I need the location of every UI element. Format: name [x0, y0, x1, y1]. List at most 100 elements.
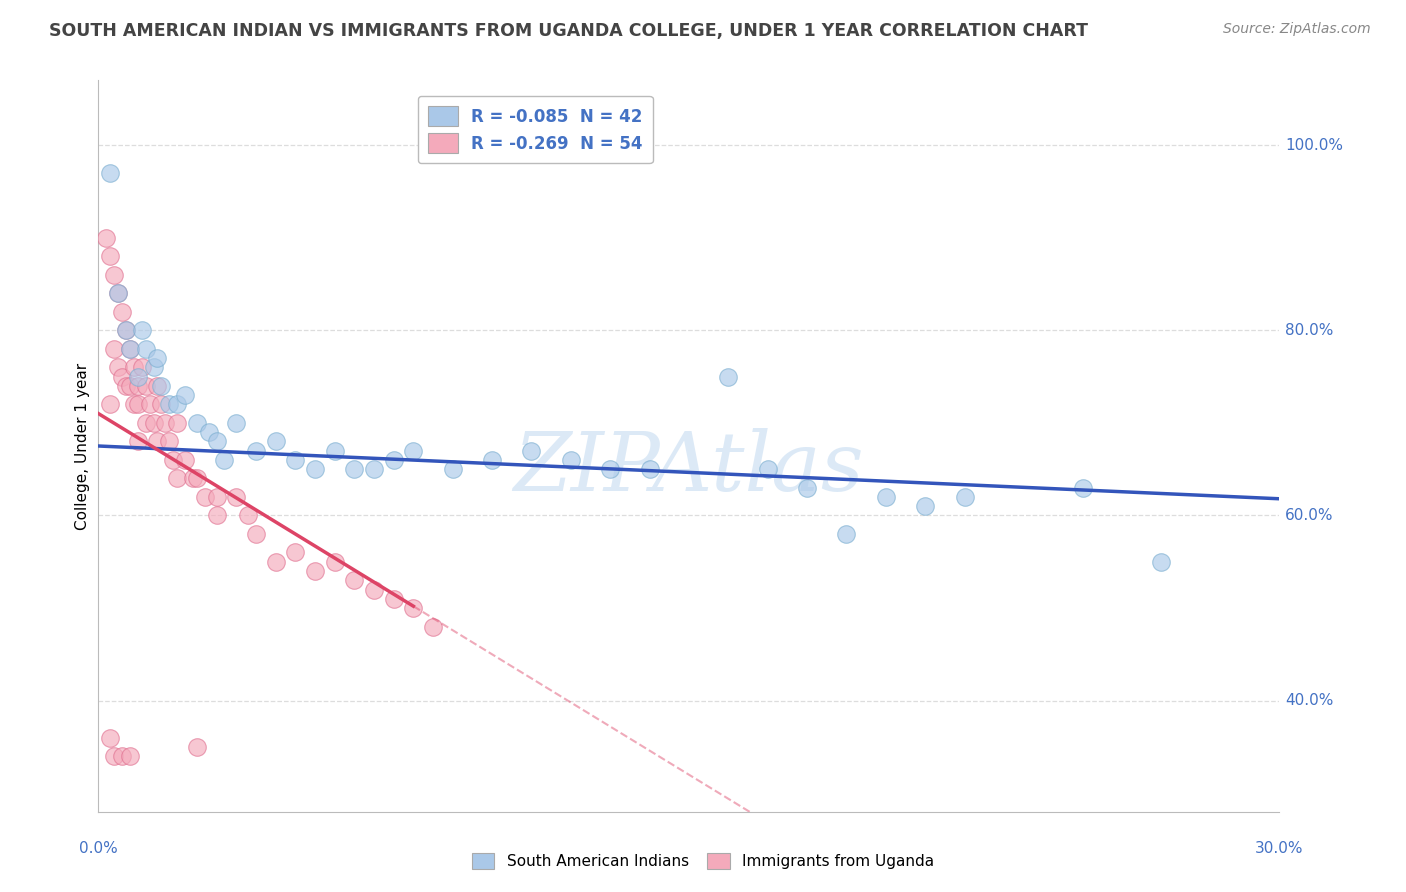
- Point: [122, 397, 145, 411]
- Point: [186, 739, 208, 754]
- Text: 0.0%: 0.0%: [79, 841, 118, 856]
- Point: [186, 471, 208, 485]
- Point: [150, 397, 173, 411]
- Point: [304, 564, 326, 578]
- Point: [157, 397, 180, 411]
- Text: 30.0%: 30.0%: [1256, 841, 1303, 856]
- Point: [284, 545, 307, 559]
- Point: [481, 453, 503, 467]
- Point: [107, 360, 129, 375]
- Point: [174, 453, 197, 467]
- Point: [146, 379, 169, 393]
- Point: [717, 369, 740, 384]
- Point: [225, 416, 247, 430]
- Point: [146, 434, 169, 449]
- Point: [441, 462, 464, 476]
- Point: [225, 490, 247, 504]
- Point: [107, 286, 129, 301]
- Point: [402, 601, 425, 615]
- Point: [197, 425, 219, 439]
- Point: [875, 490, 897, 504]
- Point: [111, 304, 134, 318]
- Point: [107, 286, 129, 301]
- Point: [1150, 555, 1173, 569]
- Text: 100.0%: 100.0%: [1285, 137, 1343, 153]
- Point: [157, 434, 180, 449]
- Point: [118, 342, 141, 356]
- Point: [422, 619, 444, 633]
- Point: [127, 379, 149, 393]
- Point: [146, 351, 169, 365]
- Point: [264, 555, 287, 569]
- Point: [214, 453, 236, 467]
- Point: [835, 527, 858, 541]
- Point: [131, 323, 153, 337]
- Point: [166, 416, 188, 430]
- Point: [1071, 481, 1094, 495]
- Point: [796, 481, 818, 495]
- Point: [264, 434, 287, 449]
- Point: [245, 443, 267, 458]
- Point: [205, 434, 228, 449]
- Point: [236, 508, 259, 523]
- Point: [118, 342, 141, 356]
- Point: [194, 490, 217, 504]
- Legend: R = -0.085  N = 42, R = -0.269  N = 54: R = -0.085 N = 42, R = -0.269 N = 54: [418, 96, 652, 163]
- Point: [103, 342, 125, 356]
- Point: [150, 379, 173, 393]
- Text: 60.0%: 60.0%: [1285, 508, 1334, 523]
- Point: [382, 591, 405, 606]
- Point: [135, 416, 157, 430]
- Point: [135, 379, 157, 393]
- Point: [155, 416, 177, 430]
- Point: [115, 379, 138, 393]
- Legend: South American Indians, Immigrants from Uganda: South American Indians, Immigrants from …: [465, 847, 941, 875]
- Point: [98, 249, 121, 263]
- Point: [98, 166, 121, 180]
- Point: [103, 268, 125, 282]
- Point: [343, 462, 366, 476]
- Point: [245, 527, 267, 541]
- Point: [162, 453, 184, 467]
- Point: [115, 323, 138, 337]
- Point: [98, 731, 121, 745]
- Point: [98, 397, 121, 411]
- Point: [638, 462, 661, 476]
- Y-axis label: College, Under 1 year: College, Under 1 year: [75, 362, 90, 530]
- Text: Source: ZipAtlas.com: Source: ZipAtlas.com: [1223, 22, 1371, 37]
- Point: [118, 749, 141, 764]
- Point: [520, 443, 543, 458]
- Point: [131, 360, 153, 375]
- Point: [323, 555, 346, 569]
- Point: [756, 462, 779, 476]
- Point: [560, 453, 582, 467]
- Text: ZIPAtlas: ZIPAtlas: [513, 428, 865, 508]
- Point: [382, 453, 405, 467]
- Text: SOUTH AMERICAN INDIAN VS IMMIGRANTS FROM UGANDA COLLEGE, UNDER 1 YEAR CORRELATIO: SOUTH AMERICAN INDIAN VS IMMIGRANTS FROM…: [49, 22, 1088, 40]
- Point: [118, 379, 141, 393]
- Point: [205, 508, 228, 523]
- Point: [402, 443, 425, 458]
- Point: [135, 342, 157, 356]
- Point: [115, 323, 138, 337]
- Point: [96, 230, 118, 244]
- Point: [284, 453, 307, 467]
- Point: [174, 388, 197, 402]
- Point: [599, 462, 621, 476]
- Point: [166, 471, 188, 485]
- Point: [127, 397, 149, 411]
- Point: [363, 462, 385, 476]
- Point: [186, 416, 208, 430]
- Point: [142, 416, 165, 430]
- Point: [343, 574, 366, 588]
- Point: [103, 749, 125, 764]
- Point: [205, 490, 228, 504]
- Point: [181, 471, 204, 485]
- Point: [363, 582, 385, 597]
- Point: [953, 490, 976, 504]
- Point: [323, 443, 346, 458]
- Point: [166, 397, 188, 411]
- Text: 80.0%: 80.0%: [1285, 323, 1334, 338]
- Point: [304, 462, 326, 476]
- Point: [111, 749, 134, 764]
